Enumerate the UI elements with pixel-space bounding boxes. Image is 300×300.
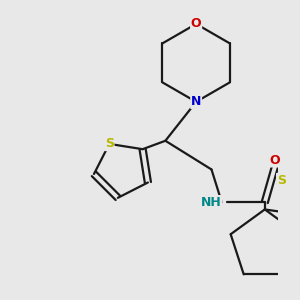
Text: O: O — [191, 17, 201, 30]
Text: O: O — [270, 154, 280, 167]
Text: NH: NH — [201, 196, 222, 209]
Text: S: S — [277, 174, 286, 187]
Text: S: S — [105, 137, 114, 150]
Text: N: N — [191, 95, 201, 108]
